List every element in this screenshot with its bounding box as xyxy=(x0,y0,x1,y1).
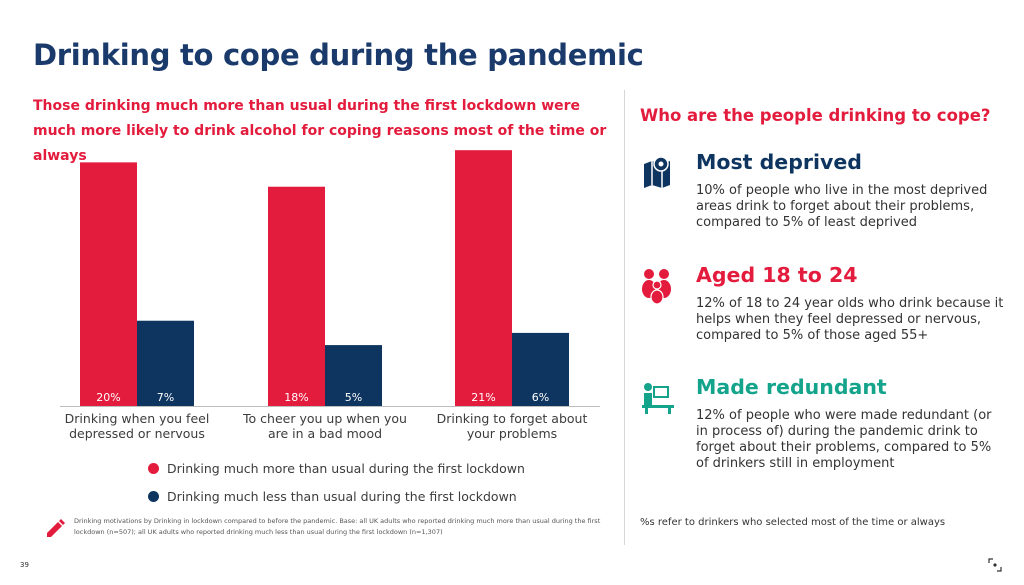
chart-footnote: Drinking motivations by Drinking in lock… xyxy=(74,517,601,536)
bar-less-1 xyxy=(325,345,382,406)
panel-footnote: %s refer to drinkers who selected most o… xyxy=(640,517,946,528)
bar-value-label: 6% xyxy=(532,391,549,404)
bar-more-0 xyxy=(80,162,137,406)
category-label: To cheer you up when you xyxy=(242,411,407,426)
chart-subtitle: Those drinking much more than usual duri… xyxy=(33,98,607,164)
legend-swatch-less xyxy=(148,491,159,502)
bar-less-0 xyxy=(137,320,194,406)
bar-value-label: 7% xyxy=(157,391,174,404)
legend-item-less: Drinking much less than usual during the… xyxy=(148,489,517,504)
map-pin-icon xyxy=(644,156,670,188)
people-group-icon xyxy=(642,269,671,305)
insight-title: Made redundant xyxy=(696,375,887,399)
category-label: your problems xyxy=(467,426,557,441)
person-at-desk-icon xyxy=(642,383,674,414)
bar-value-label: 21% xyxy=(471,391,495,404)
panel-divider xyxy=(624,90,625,545)
corner-logo-icon xyxy=(988,558,1002,572)
bar-value-label: 18% xyxy=(284,391,308,404)
insight-title: Most deprived xyxy=(696,150,862,174)
insight-text: 12% of 18 to 24 year olds who drink beca… xyxy=(696,296,1004,343)
bar-value-label: 5% xyxy=(345,391,362,404)
legend-swatch-more xyxy=(148,463,159,474)
bar-more-1 xyxy=(268,186,325,406)
category-label: depressed or nervous xyxy=(69,426,205,441)
bar-more-2 xyxy=(455,150,512,406)
legend-label-more: Drinking much more than usual during the… xyxy=(167,461,525,476)
insight-text: 12% of people who were made redundant (o… xyxy=(696,408,992,471)
category-label: Drinking to forget about xyxy=(437,411,588,426)
bar-value-label: 20% xyxy=(96,391,120,404)
legend-label-less: Drinking much less than usual during the… xyxy=(167,489,517,504)
insight-text: 10% of people who live in the most depri… xyxy=(696,183,988,230)
category-label: are in a bad mood xyxy=(268,426,382,441)
page-title: Drinking to cope during the pandemic xyxy=(33,38,644,72)
legend-item-more: Drinking much more than usual during the… xyxy=(148,461,525,476)
insight-title: Aged 18 to 24 xyxy=(696,263,858,287)
right-panel-heading: Who are the people drinking to cope? xyxy=(640,106,991,125)
category-label: Drinking when you feel xyxy=(65,411,210,426)
pencil-icon xyxy=(47,519,65,537)
page-number: 39 xyxy=(20,561,29,569)
bar-less-2 xyxy=(512,332,569,406)
